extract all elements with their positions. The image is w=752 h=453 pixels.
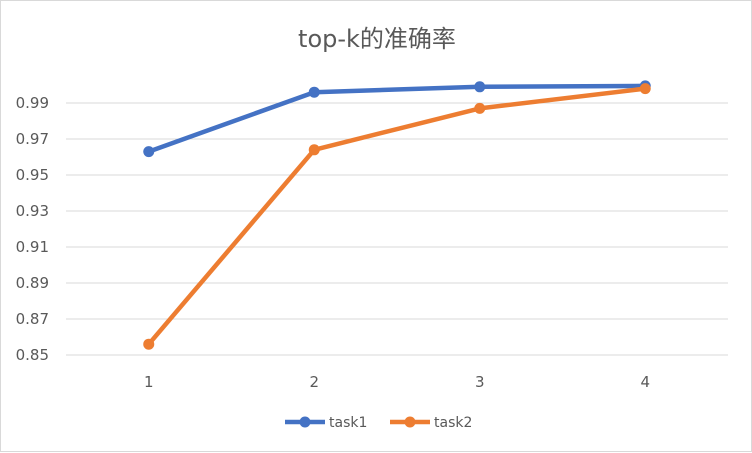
series-task2 [143, 83, 651, 350]
chart-title: top-k的准确率 [298, 25, 456, 53]
data-point [474, 102, 486, 114]
y-tick-label: 0.93 [16, 202, 49, 220]
x-tick-label: 4 [640, 373, 650, 391]
x-axis-ticks: 1 2 3 4 [144, 373, 650, 391]
y-axis-ticks: 0.85 0.87 0.89 0.91 0.93 0.95 0.97 0.99 [16, 94, 49, 364]
y-tick-label: 0.87 [16, 310, 49, 328]
legend-item-task1: task1 [285, 415, 367, 431]
data-point [474, 81, 486, 93]
data-point [308, 86, 320, 98]
y-tick-label: 0.85 [16, 346, 49, 364]
legend: task1 task2 [285, 415, 472, 431]
x-tick-label: 2 [309, 373, 319, 391]
legend-marker [404, 416, 416, 428]
y-tick-label: 0.99 [16, 94, 49, 112]
legend-label: task1 [329, 415, 367, 431]
gridlines [66, 102, 728, 356]
y-tick-label: 0.89 [16, 274, 49, 292]
data-point [639, 83, 651, 95]
data-point [308, 144, 320, 156]
series-task1 [143, 80, 651, 158]
data-point [143, 146, 155, 158]
y-tick-label: 0.95 [16, 166, 49, 184]
legend-marker [299, 416, 311, 428]
legend-item-task2: task2 [390, 415, 472, 431]
legend-label: task2 [434, 415, 472, 431]
data-point [143, 338, 155, 350]
y-tick-label: 0.97 [16, 130, 49, 148]
series-line [146, 86, 648, 347]
series-line [146, 83, 648, 154]
x-tick-label: 3 [475, 373, 485, 391]
series-group [143, 80, 651, 350]
y-tick-label: 0.91 [16, 238, 49, 256]
x-tick-label: 1 [144, 373, 154, 391]
